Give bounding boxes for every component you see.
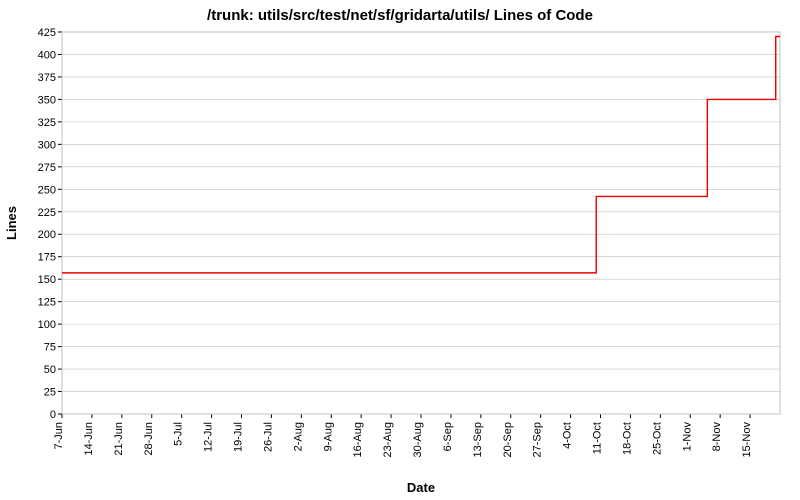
x-tick-label: 5-Jul [173,422,185,446]
x-tick-label: 13-Sep [472,422,484,457]
x-tick-label: 7-Jun [53,422,65,450]
y-tick-label: 275 [38,162,56,174]
x-tick-label: 25-Oct [651,422,663,455]
y-tick-label: 400 [38,49,56,61]
y-tick-label: 250 [38,184,56,196]
y-tick-label: 325 [38,117,56,129]
chart-svg: /trunk: utils/src/test/net/sf/gridarta/u… [0,0,800,500]
x-tick-label: 11-Oct [592,422,604,454]
x-tick-label: 4-Oct [562,422,574,449]
y-tick-label: 0 [50,409,56,421]
y-tick-label: 375 [38,72,56,84]
x-tick-label: 6-Sep [442,422,454,451]
x-tick-label: 28-Jun [143,422,155,456]
y-tick-label: 75 [44,342,56,354]
x-tick-label: 26-Jul [262,422,274,452]
y-tick-label: 100 [38,319,56,331]
x-tick-label: 21-Jun [113,422,125,456]
x-tick-label: 27-Sep [532,422,544,457]
y-tick-label: 125 [38,297,56,309]
plot-area [62,32,780,414]
x-tick-label: 16-Aug [352,422,364,457]
x-axis-label: Date [407,480,435,495]
y-tick-label: 25 [44,387,56,399]
y-tick-label: 150 [38,274,56,286]
x-tick-label: 14-Jun [83,422,95,456]
x-tick-label: 15-Nov [741,422,753,458]
y-tick-label: 175 [38,252,56,264]
y-tick-label: 225 [38,207,56,219]
x-tick-label: 23-Aug [382,422,394,457]
y-tick-label: 350 [38,94,56,106]
x-tick-label: 8-Nov [711,422,723,452]
y-axis: 0 25 50 75 100 125 150 175 200 225 250 275 300 325 350… [38,27,62,421]
y-tick-label: 300 [38,139,56,151]
x-tick-label: 18-Oct [621,422,633,455]
x-axis: 7-Jun 14-Jun 21-Jun 28-Jun 5-Jul 12-Jul 19-Jul… [53,414,780,457]
y-tick-label: 200 [38,229,56,241]
x-tick-label: 19-Jul [233,422,245,452]
x-tick-label: 1-Nov [681,422,693,452]
y-axis-label: Lines [4,206,19,240]
chart-title: /trunk: utils/src/test/net/sf/gridarta/u… [207,7,593,24]
x-tick-label: 30-Aug [412,422,424,457]
y-tick-label: 50 [44,364,56,376]
y-tick-label: 425 [38,27,56,39]
x-tick-label: 9-Aug [322,422,334,451]
x-tick-label: 12-Jul [203,422,215,452]
loc-chart: /trunk: utils/src/test/net/sf/gridarta/u… [0,0,800,500]
x-tick-label: 2-Aug [292,422,304,451]
x-tick-label: 20-Sep [502,422,514,457]
